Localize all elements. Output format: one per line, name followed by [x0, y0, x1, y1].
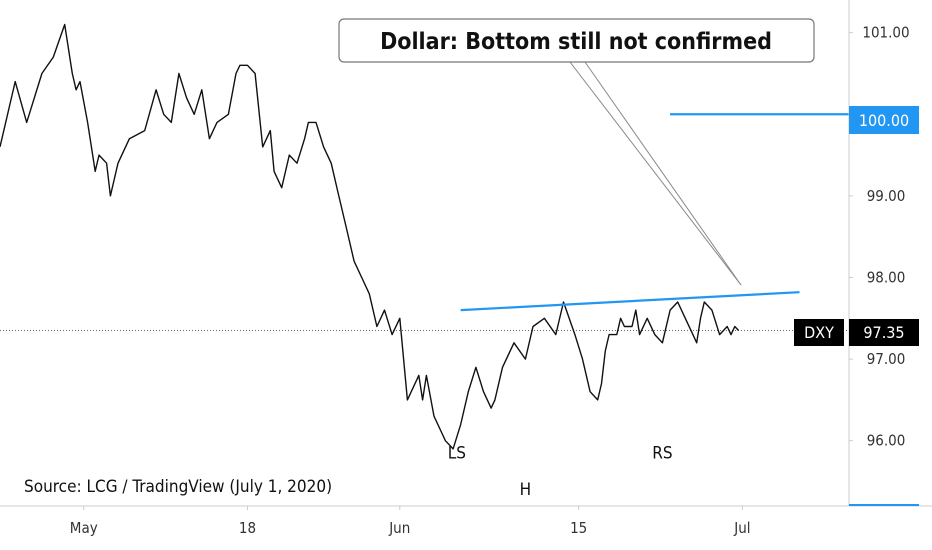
price-series-line — [0, 23, 740, 450]
callout-pointer-2 — [584, 61, 742, 286]
pattern-label: RS — [652, 443, 672, 463]
level-label: 100.00 — [859, 111, 909, 130]
title-box — [338, 18, 815, 63]
x-tick-label: Jul — [733, 519, 750, 537]
pattern-annotations: LS H RS — [448, 443, 673, 500]
last-value-label: 97.35 — [863, 323, 904, 342]
y-tick-label: 98.00 — [867, 268, 906, 286]
pattern-label: H — [520, 480, 532, 500]
neckline-trendline — [460, 291, 800, 312]
x-axis: May 18 Jun 15 Jul — [70, 506, 751, 537]
y-tick-label: 96.00 — [867, 432, 906, 450]
level-badge: 100.00 — [849, 106, 919, 134]
y-tick-label: 97.00 — [867, 350, 906, 368]
plot-area — [0, 23, 849, 450]
y-tick-label: 99.00 — [867, 187, 906, 205]
y-axis: 96.00 97.00 98.00 99.00 100.00 101.00 — [849, 24, 910, 450]
source-note: Source: LCG / TradingView (July 1, 2020) — [24, 477, 332, 497]
pattern-label: LS — [448, 443, 466, 463]
y-tick-label: 101.00 — [862, 24, 909, 42]
instrument-label: DXY — [804, 323, 834, 342]
level-label-bg — [849, 106, 919, 134]
last-value-bg — [849, 319, 919, 346]
x-tick-label: May — [70, 519, 98, 537]
x-tick-label: 18 — [239, 519, 256, 537]
last-value-badge: DXY 97.35 — [794, 319, 919, 346]
instrument-label-bg — [794, 319, 844, 346]
callout-pointer-1 — [569, 61, 742, 286]
chart-title: Dollar: Bottom still not confirmed — [380, 29, 772, 55]
title-callout: Dollar: Bottom still not confirmed — [338, 18, 815, 286]
x-tick-label: 15 — [570, 519, 587, 537]
x-tick-label: Jun — [388, 519, 410, 537]
